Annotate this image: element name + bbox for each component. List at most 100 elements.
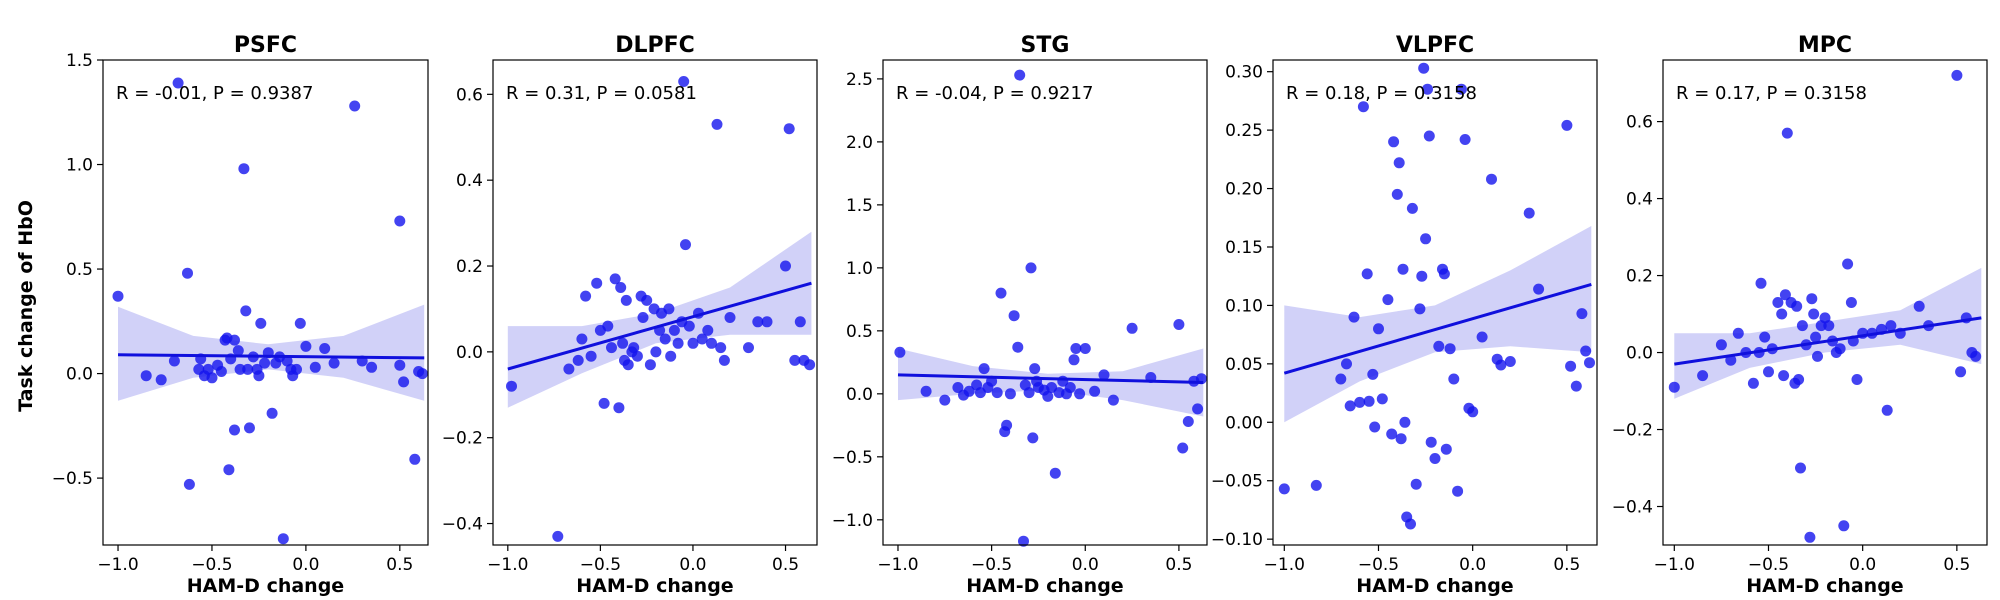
data-point — [1561, 119, 1573, 131]
y-tick-label: 1.5 — [66, 51, 93, 71]
data-point — [1182, 416, 1194, 427]
y-tick-label: 0.4 — [1626, 190, 1653, 210]
data-point — [1842, 258, 1854, 270]
data-point — [696, 333, 708, 345]
data-point — [1834, 343, 1846, 355]
data-point — [1382, 294, 1394, 306]
data-point — [637, 312, 649, 323]
data-point — [1008, 310, 1020, 322]
data-point — [641, 294, 653, 306]
stat-annotation: R = 0.18, P = 0.3158 — [1286, 83, 1477, 104]
data-point — [1126, 322, 1138, 334]
data-point — [663, 303, 675, 315]
y-tick-label: 0.0 — [846, 385, 873, 405]
regression-line — [507, 281, 812, 371]
data-point — [1395, 433, 1407, 445]
data-point — [683, 320, 695, 332]
y-tick-label: 0.0 — [456, 343, 483, 363]
data-point — [1438, 268, 1450, 280]
x-tick-label: 0.0 — [1459, 555, 1486, 575]
data-point — [1476, 331, 1488, 343]
y-tick-label: 0.6 — [1626, 113, 1653, 133]
y-tick-label: 1.0 — [846, 259, 873, 279]
data-point — [1386, 428, 1398, 440]
data-point — [255, 317, 267, 329]
y-tick-label: −0.05 — [1211, 472, 1263, 492]
data-point — [1913, 300, 1925, 312]
data-point — [752, 316, 764, 328]
data-point — [1004, 388, 1016, 400]
x-tick-label: 0.5 — [386, 555, 413, 575]
data-point — [1070, 343, 1082, 354]
data-point — [628, 342, 640, 354]
data-point — [1851, 374, 1863, 385]
data-point — [1715, 339, 1727, 351]
data-point — [572, 354, 584, 366]
data-point — [1747, 377, 1759, 389]
panel-title: PSFC — [234, 33, 297, 58]
data-point — [1523, 207, 1535, 219]
data-point — [1772, 297, 1784, 308]
data-point — [1074, 388, 1086, 400]
data-point — [1406, 202, 1418, 214]
data-point — [1367, 368, 1379, 380]
stat-annotation: R = -0.01, P = 0.9387 — [116, 83, 313, 104]
x-tick-label: −0.5 — [1358, 555, 1399, 575]
data-point — [1423, 130, 1435, 142]
data-point — [724, 312, 736, 323]
panel-title: STG — [1021, 33, 1070, 58]
x-axis-label: HAM-D change — [187, 575, 344, 597]
y-tick-label: 2.0 — [846, 133, 873, 153]
data-point — [409, 453, 421, 465]
x-axis-label: HAM-D change — [1746, 575, 1903, 597]
x-tick-label: −1.0 — [1654, 555, 1695, 575]
data-point — [1012, 341, 1024, 353]
data-point — [894, 346, 906, 358]
data-point — [155, 374, 167, 386]
data-point — [1399, 416, 1411, 428]
data-point — [1014, 69, 1026, 81]
y-tick-label: 0.20 — [1225, 180, 1263, 200]
data-point — [650, 346, 662, 358]
x-tick-label: −0.5 — [191, 555, 232, 575]
data-point — [780, 260, 791, 272]
data-point — [615, 282, 627, 293]
data-point — [678, 76, 690, 87]
panel-psfc: −1.0 −0.5 0.0 0.5 −0.5 0.0 0.5 1.0 1.5 PSFC HAM-D … — [52, 33, 429, 597]
data-point — [366, 361, 378, 373]
y-tick-label: −0.10 — [1211, 530, 1263, 550]
plot-frame — [102, 59, 429, 546]
plot-frame — [882, 59, 1208, 546]
data-point — [1781, 127, 1793, 139]
x-tick-label: 0.0 — [679, 555, 706, 575]
x-tick-label: −0.5 — [1748, 555, 1789, 575]
data-point — [1776, 308, 1788, 320]
data-point — [229, 334, 240, 346]
y-tick-label: 0.30 — [1225, 63, 1263, 83]
data-point — [644, 359, 656, 371]
data-point — [1418, 62, 1430, 74]
data-point — [920, 385, 932, 397]
data-point — [1970, 350, 1982, 362]
data-point — [349, 100, 361, 112]
data-point — [1452, 485, 1464, 497]
data-point — [1763, 366, 1774, 378]
data-point — [1405, 518, 1416, 530]
data-point — [1416, 270, 1428, 282]
data-point — [140, 370, 152, 382]
data-point — [1310, 479, 1322, 491]
data-point — [1444, 343, 1456, 355]
panel-stg: −1.0 −0.5 0.0 0.5 −1.0 −0.5 0.0 0.5 1.0 1.5 2.0 2.5… — [832, 33, 1208, 597]
data-point — [1344, 400, 1356, 412]
data-point — [1335, 373, 1347, 385]
data-point — [585, 350, 597, 362]
y-axis-label: Task change of HbO — [15, 200, 37, 412]
data-point — [978, 363, 990, 375]
plot-frame — [1662, 59, 1988, 546]
data-point — [1955, 366, 1967, 378]
data-point — [1341, 358, 1352, 370]
data-point — [1810, 331, 1822, 343]
data-point — [1755, 277, 1767, 289]
data-point — [1885, 320, 1897, 332]
data-point — [232, 345, 244, 357]
